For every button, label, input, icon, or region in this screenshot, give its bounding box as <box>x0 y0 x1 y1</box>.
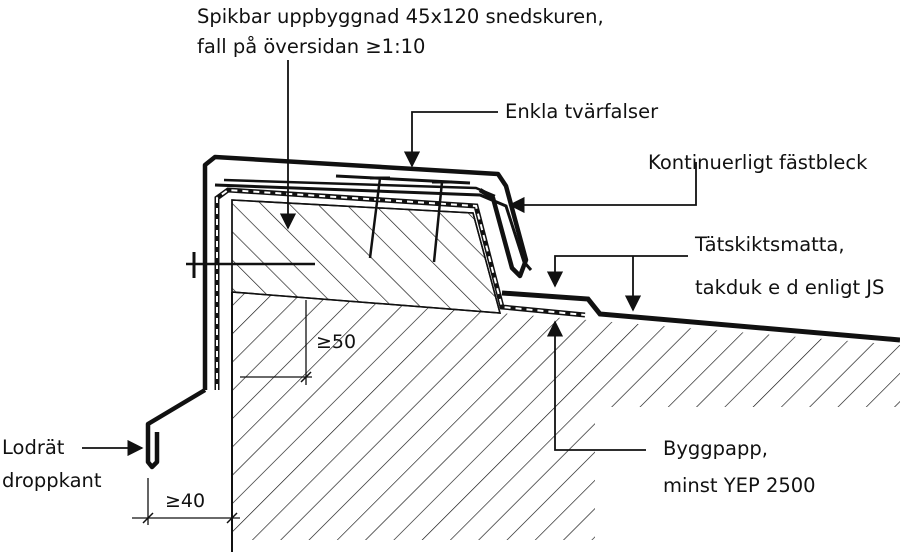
timber-block <box>231 199 502 314</box>
label-tatskiktsmatta-line1: Tätskiktsmatta, <box>694 233 845 256</box>
nails <box>186 176 452 278</box>
label-lodrat-line2: droppkant <box>2 469 102 492</box>
label-spikbar-line2: fall på översidan ≥1:10 <box>197 35 425 58</box>
dimension-40 <box>132 478 240 525</box>
leader-lines <box>82 60 697 457</box>
metal-flashing <box>145 154 529 470</box>
label-tatskiktsmatta-line2: takduk e d enligt JS <box>695 276 884 299</box>
dimension-40-label: ≥40 <box>165 490 205 512</box>
roof-deck <box>231 292 900 552</box>
byggpapp-layer <box>214 187 586 390</box>
label-enkla-tvarfalser: Enkla tvärfalser <box>505 100 659 123</box>
label-kontinuerligt-fastbleck: Kontinuerligt fästbleck <box>648 151 868 174</box>
label-byggpapp-line2: minst YEP 2500 <box>663 474 816 497</box>
label-lodrat-line1: Lodrät <box>2 436 65 459</box>
dimension-50 <box>240 300 312 385</box>
label-spikbar-line1: Spikbar uppbyggnad 45x120 snedskuren, <box>197 5 604 28</box>
label-byggpapp-line1: Byggpapp, <box>663 437 768 460</box>
dimension-50-label: ≥50 <box>316 331 356 353</box>
